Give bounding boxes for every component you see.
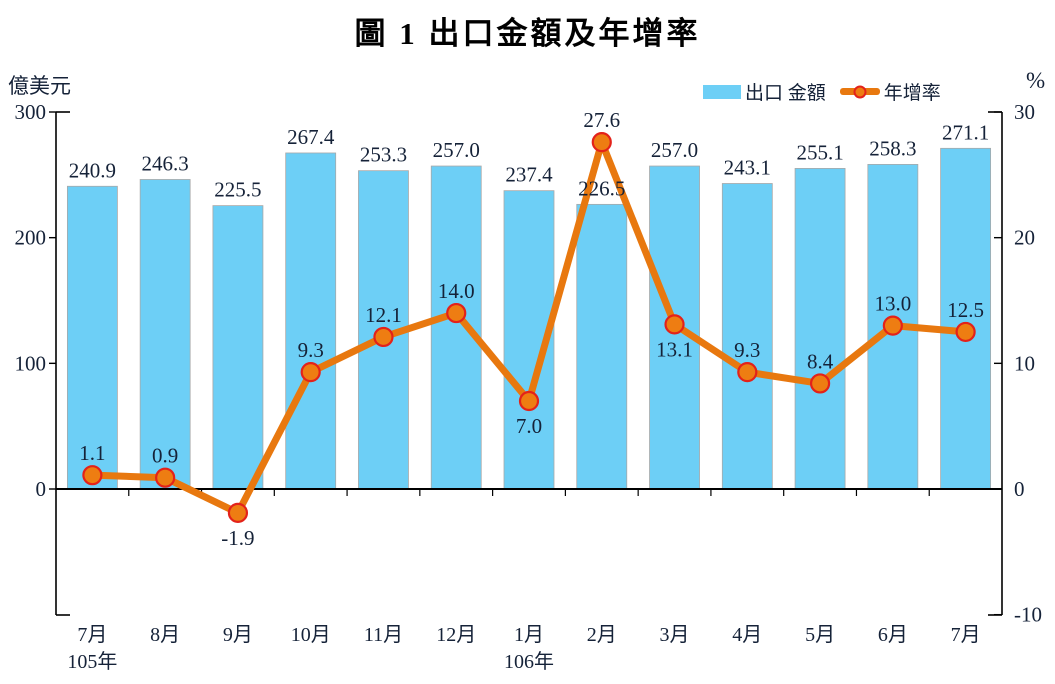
growth-value-label: 12.1 [365, 303, 402, 327]
growth-value-label: 1.1 [79, 441, 105, 465]
bar-value-label: 226.5 [578, 176, 625, 200]
bar-value-label: 257.0 [433, 138, 480, 162]
x-axis-month-label: 9月 [223, 624, 253, 646]
left-axis-unit-label: 億美元 [8, 74, 71, 98]
x-axis-month-label: 1月 [514, 624, 544, 646]
bar-value-label: 237.4 [505, 163, 553, 187]
growth-value-label: 9.3 [734, 338, 760, 362]
growth-rate-point [591, 132, 612, 153]
growth-value-label: 27.6 [583, 108, 620, 132]
growth-value-label: 7.0 [516, 414, 542, 438]
growth-rate-point [155, 467, 176, 488]
growth-value-label: 12.5 [947, 298, 984, 322]
bar-value-label: 246.3 [142, 151, 189, 175]
x-axis-month-label: 10月 [291, 624, 331, 646]
right-axis-tick-label: 10 [1014, 351, 1035, 375]
x-axis-month-label: 7月 [77, 624, 107, 646]
left-axis-tick-label: 300 [15, 100, 47, 124]
bar-value-label: 258.3 [869, 136, 916, 160]
growth-rate-point [955, 321, 976, 343]
growth-rate-point [373, 326, 394, 348]
growth-rate-point [737, 362, 758, 383]
export-bar [721, 183, 773, 490]
growth-rate-point [227, 502, 249, 523]
x-axis-month-label: 4月 [732, 624, 762, 646]
bar-value-label: 267.4 [287, 125, 335, 149]
export-bar [139, 179, 191, 490]
growth-value-label: 13.1 [656, 337, 693, 361]
x-axis-month-label: 7月 [951, 624, 981, 646]
export-bar [66, 185, 118, 490]
growth-rate-point [300, 362, 321, 383]
bar-value-label: 225.5 [214, 178, 261, 202]
right-axis-tick-label: 30 [1014, 100, 1035, 124]
export-bar [212, 205, 264, 490]
growth-rate-point [446, 302, 467, 324]
growth-value-label: 14.0 [438, 279, 475, 303]
growth-rate-point [518, 390, 540, 412]
right-axis-tick-label: 20 [1014, 226, 1035, 250]
bar-value-label: 240.9 [69, 158, 116, 182]
bar-value-label: 257.0 [651, 138, 698, 162]
export-bar [285, 152, 337, 490]
left-axis-tick-label: 100 [15, 351, 47, 375]
growth-value-label: 9.3 [298, 338, 324, 362]
growth-value-label: 0.9 [152, 444, 178, 468]
x-axis-month-label: 5月 [805, 624, 835, 646]
bar-value-label: 243.1 [724, 156, 771, 180]
x-axis-year-label: 106年 [504, 650, 554, 673]
growth-rate-point [82, 465, 103, 486]
left-axis-tick-label: 0 [36, 477, 47, 501]
x-axis-year-label: 105年 [67, 650, 117, 673]
chart-title: 圖 1 出口金額及年增率 [354, 16, 701, 51]
legend-item-export-amount: 出口 金額 [703, 78, 826, 105]
legend-item-growth-rate: 年增率 [839, 78, 941, 105]
line-series-swatch-icon [839, 85, 880, 98]
export-bar [576, 203, 628, 490]
export-bar [794, 168, 846, 490]
legend-label-export-amount: 出口 金額 [745, 83, 826, 104]
bar-series-swatch-icon [703, 84, 741, 99]
export-bar [940, 147, 992, 490]
bar-value-label: 253.3 [360, 143, 407, 167]
x-axis-month-label: 8月 [150, 624, 180, 646]
x-axis-month-label: 6月 [878, 624, 908, 646]
right-axis-tick-label: -10 [1014, 603, 1042, 627]
growth-rate-point [664, 314, 685, 335]
growth-rate-point [809, 373, 831, 394]
export-bar [430, 165, 482, 490]
bar-value-label: 255.1 [796, 140, 843, 164]
growth-value-label: 8.4 [807, 349, 834, 373]
growth-value-label: -1.9 [221, 526, 254, 550]
x-axis-month-label: 3月 [660, 624, 690, 646]
left-axis-tick-label: 200 [15, 226, 47, 250]
chart-legend: 出口 金額 年增率 [703, 78, 941, 105]
bar-value-label: 271.1 [942, 120, 989, 144]
x-axis-month-label: 2月 [587, 624, 617, 646]
growth-rate-point [882, 315, 903, 336]
x-axis-month-label: 12月 [436, 624, 476, 646]
right-axis-unit-label: % [1026, 68, 1046, 93]
right-axis-tick-label: 0 [1014, 477, 1025, 501]
legend-label-growth-rate: 年增率 [883, 83, 941, 104]
growth-value-label: 13.0 [874, 292, 911, 316]
x-axis-month-label: 11月 [364, 624, 403, 646]
